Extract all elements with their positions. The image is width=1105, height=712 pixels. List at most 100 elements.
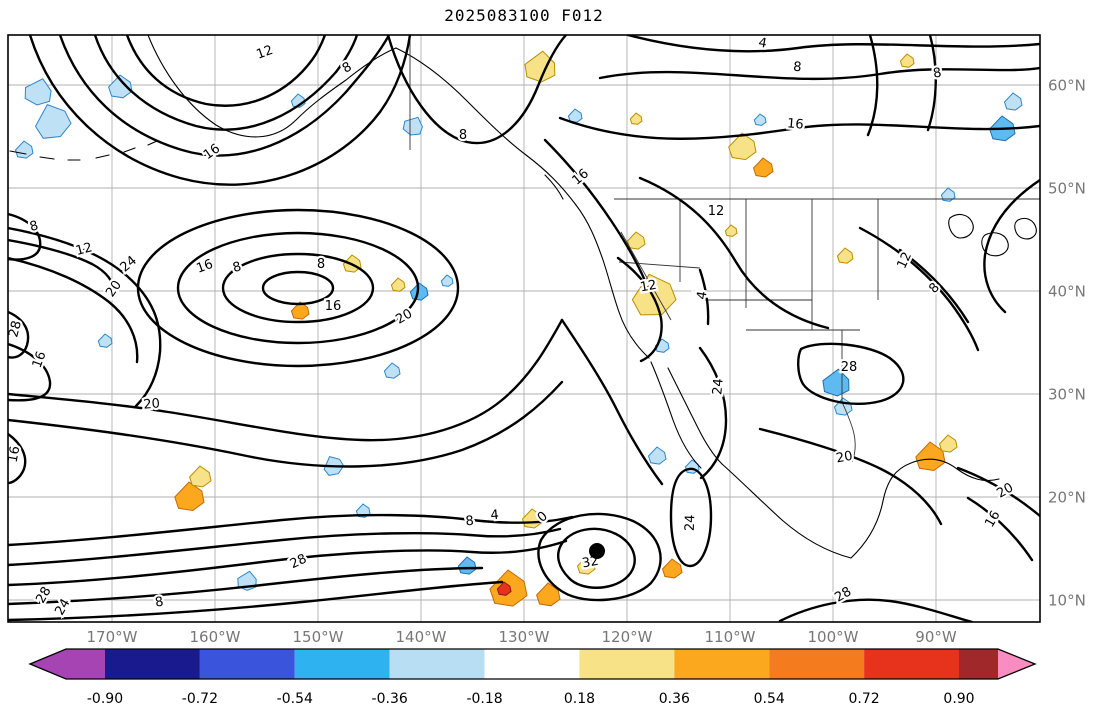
contour-line: [8, 566, 484, 606]
colorbar: -0.90 -0.72 -0.54 -0.36 -0.18 0.18 0.36 0.54 0.7…: [28, 648, 1037, 707]
political-border: [618, 261, 701, 269]
contour-label: 16: [194, 257, 215, 277]
contour-line: [8, 226, 162, 408]
coastline: [850, 458, 1000, 559]
colorbar-tick-label: -0.54: [277, 691, 313, 707]
colorbar-bar: [28, 648, 1037, 680]
colorbar-over-arrow: [998, 649, 1035, 679]
contour-line: [125, 35, 327, 107]
contour-label: 12: [708, 204, 725, 219]
colorbar-segment: [864, 649, 959, 679]
contour-line: [261, 270, 335, 306]
contour-line: [8, 539, 568, 587]
contour-label: 20: [835, 449, 854, 467]
contour-line: [8, 513, 574, 547]
x-tick-label: 90°W: [915, 628, 957, 645]
contour-line: [8, 318, 564, 442]
shaded-patch: [631, 273, 677, 316]
contour-label: 8: [459, 128, 467, 143]
contour-line: [797, 342, 905, 405]
y-tick-label: 30°N: [1048, 386, 1086, 404]
colorbar-tick-label: 0.90: [943, 691, 974, 707]
contour-line: [558, 116, 1040, 140]
shaded-patch: [567, 108, 583, 123]
contour-lines: [8, 35, 1040, 622]
shaded-patch: [24, 78, 52, 106]
colorbar-segment: [579, 649, 675, 679]
shaded-patch: [189, 465, 212, 488]
shaded-patch: [290, 301, 310, 320]
contour-line: [669, 467, 713, 568]
contour-label: 4: [757, 35, 768, 51]
contour-line: [8, 342, 52, 402]
colorbar-segment: [389, 649, 485, 679]
coastline: [1014, 217, 1037, 240]
shaded-patch: [174, 481, 205, 512]
x-tick-label: 120°W: [602, 628, 653, 645]
contour-line: [386, 35, 568, 145]
shaded-anomaly-patches: [14, 50, 1023, 607]
shaded-patch: [457, 556, 477, 575]
contour-line: [858, 226, 980, 352]
contour-label: 24: [683, 514, 699, 531]
contour-label: 16: [786, 116, 804, 132]
contour-line: [638, 176, 830, 330]
shaded-patch: [390, 277, 406, 292]
map-frame: [7, 34, 1041, 623]
coastline: [9, 140, 158, 161]
shaded-patch: [661, 558, 683, 579]
shaded-patch: [728, 132, 757, 161]
shaded-patch: [383, 362, 401, 379]
shaded-patch: [626, 231, 646, 250]
x-tick-label: 100°W: [808, 628, 859, 645]
contour-line: [28, 35, 412, 186]
contour-label: 4: [694, 290, 710, 301]
shaded-patch: [752, 157, 774, 178]
shaded-patch: [34, 103, 72, 139]
contour-label: 12: [895, 250, 916, 271]
contour-line: [136, 208, 460, 368]
colorbar-tick-label: 0.36: [659, 691, 690, 707]
contour-line: [543, 138, 650, 290]
contour-line: [616, 256, 663, 363]
coastline: [667, 367, 723, 465]
contour-line: [221, 252, 375, 324]
y-axis-labels: 60°N 50°N 40°N 30°N 20°N 10°N: [1048, 77, 1086, 610]
contour-line: [966, 496, 1034, 562]
contour-line: [898, 248, 970, 324]
contour-line: [557, 527, 636, 589]
contour-line: [8, 310, 30, 359]
coastline: [395, 47, 577, 206]
colorbar-tick-label: -0.72: [182, 691, 218, 707]
colorbar-tick-labels: -0.90 -0.72 -0.54 -0.36 -0.18 0.18 0.36 0.54 0.7…: [87, 691, 975, 707]
x-tick-label: 170°W: [87, 628, 138, 645]
contour-label: 28: [6, 319, 25, 339]
contour-label: 4: [490, 508, 500, 524]
shaded-patch: [940, 187, 956, 202]
x-tick-label: 110°W: [705, 628, 756, 645]
contour-label: 28: [841, 360, 858, 375]
x-tick-label: 150°W: [293, 628, 344, 645]
contour-line: [560, 318, 664, 486]
contour-label: 8: [932, 65, 943, 81]
shaded-patch: [108, 74, 133, 99]
coastline: [981, 232, 1009, 257]
shaded-patch: [899, 53, 915, 68]
contour-line: [926, 35, 937, 132]
coastline: [948, 213, 974, 239]
contour-line: [8, 238, 116, 294]
contour-label: 16: [30, 349, 50, 370]
contour-label: 12: [74, 240, 94, 259]
coastline: [721, 463, 852, 559]
y-tick-label: 40°N: [1048, 283, 1086, 301]
shaded-patch: [440, 274, 454, 287]
shaded-patch: [629, 112, 643, 125]
colorbar-segment: [959, 649, 998, 679]
colorbar-tick-label: -0.36: [372, 691, 408, 707]
colorbar-under-arrow: [30, 649, 66, 679]
contour-line: [8, 527, 562, 567]
shaded-patch: [724, 224, 738, 237]
contour-line: [956, 466, 1040, 518]
coastlines: [9, 35, 1037, 559]
